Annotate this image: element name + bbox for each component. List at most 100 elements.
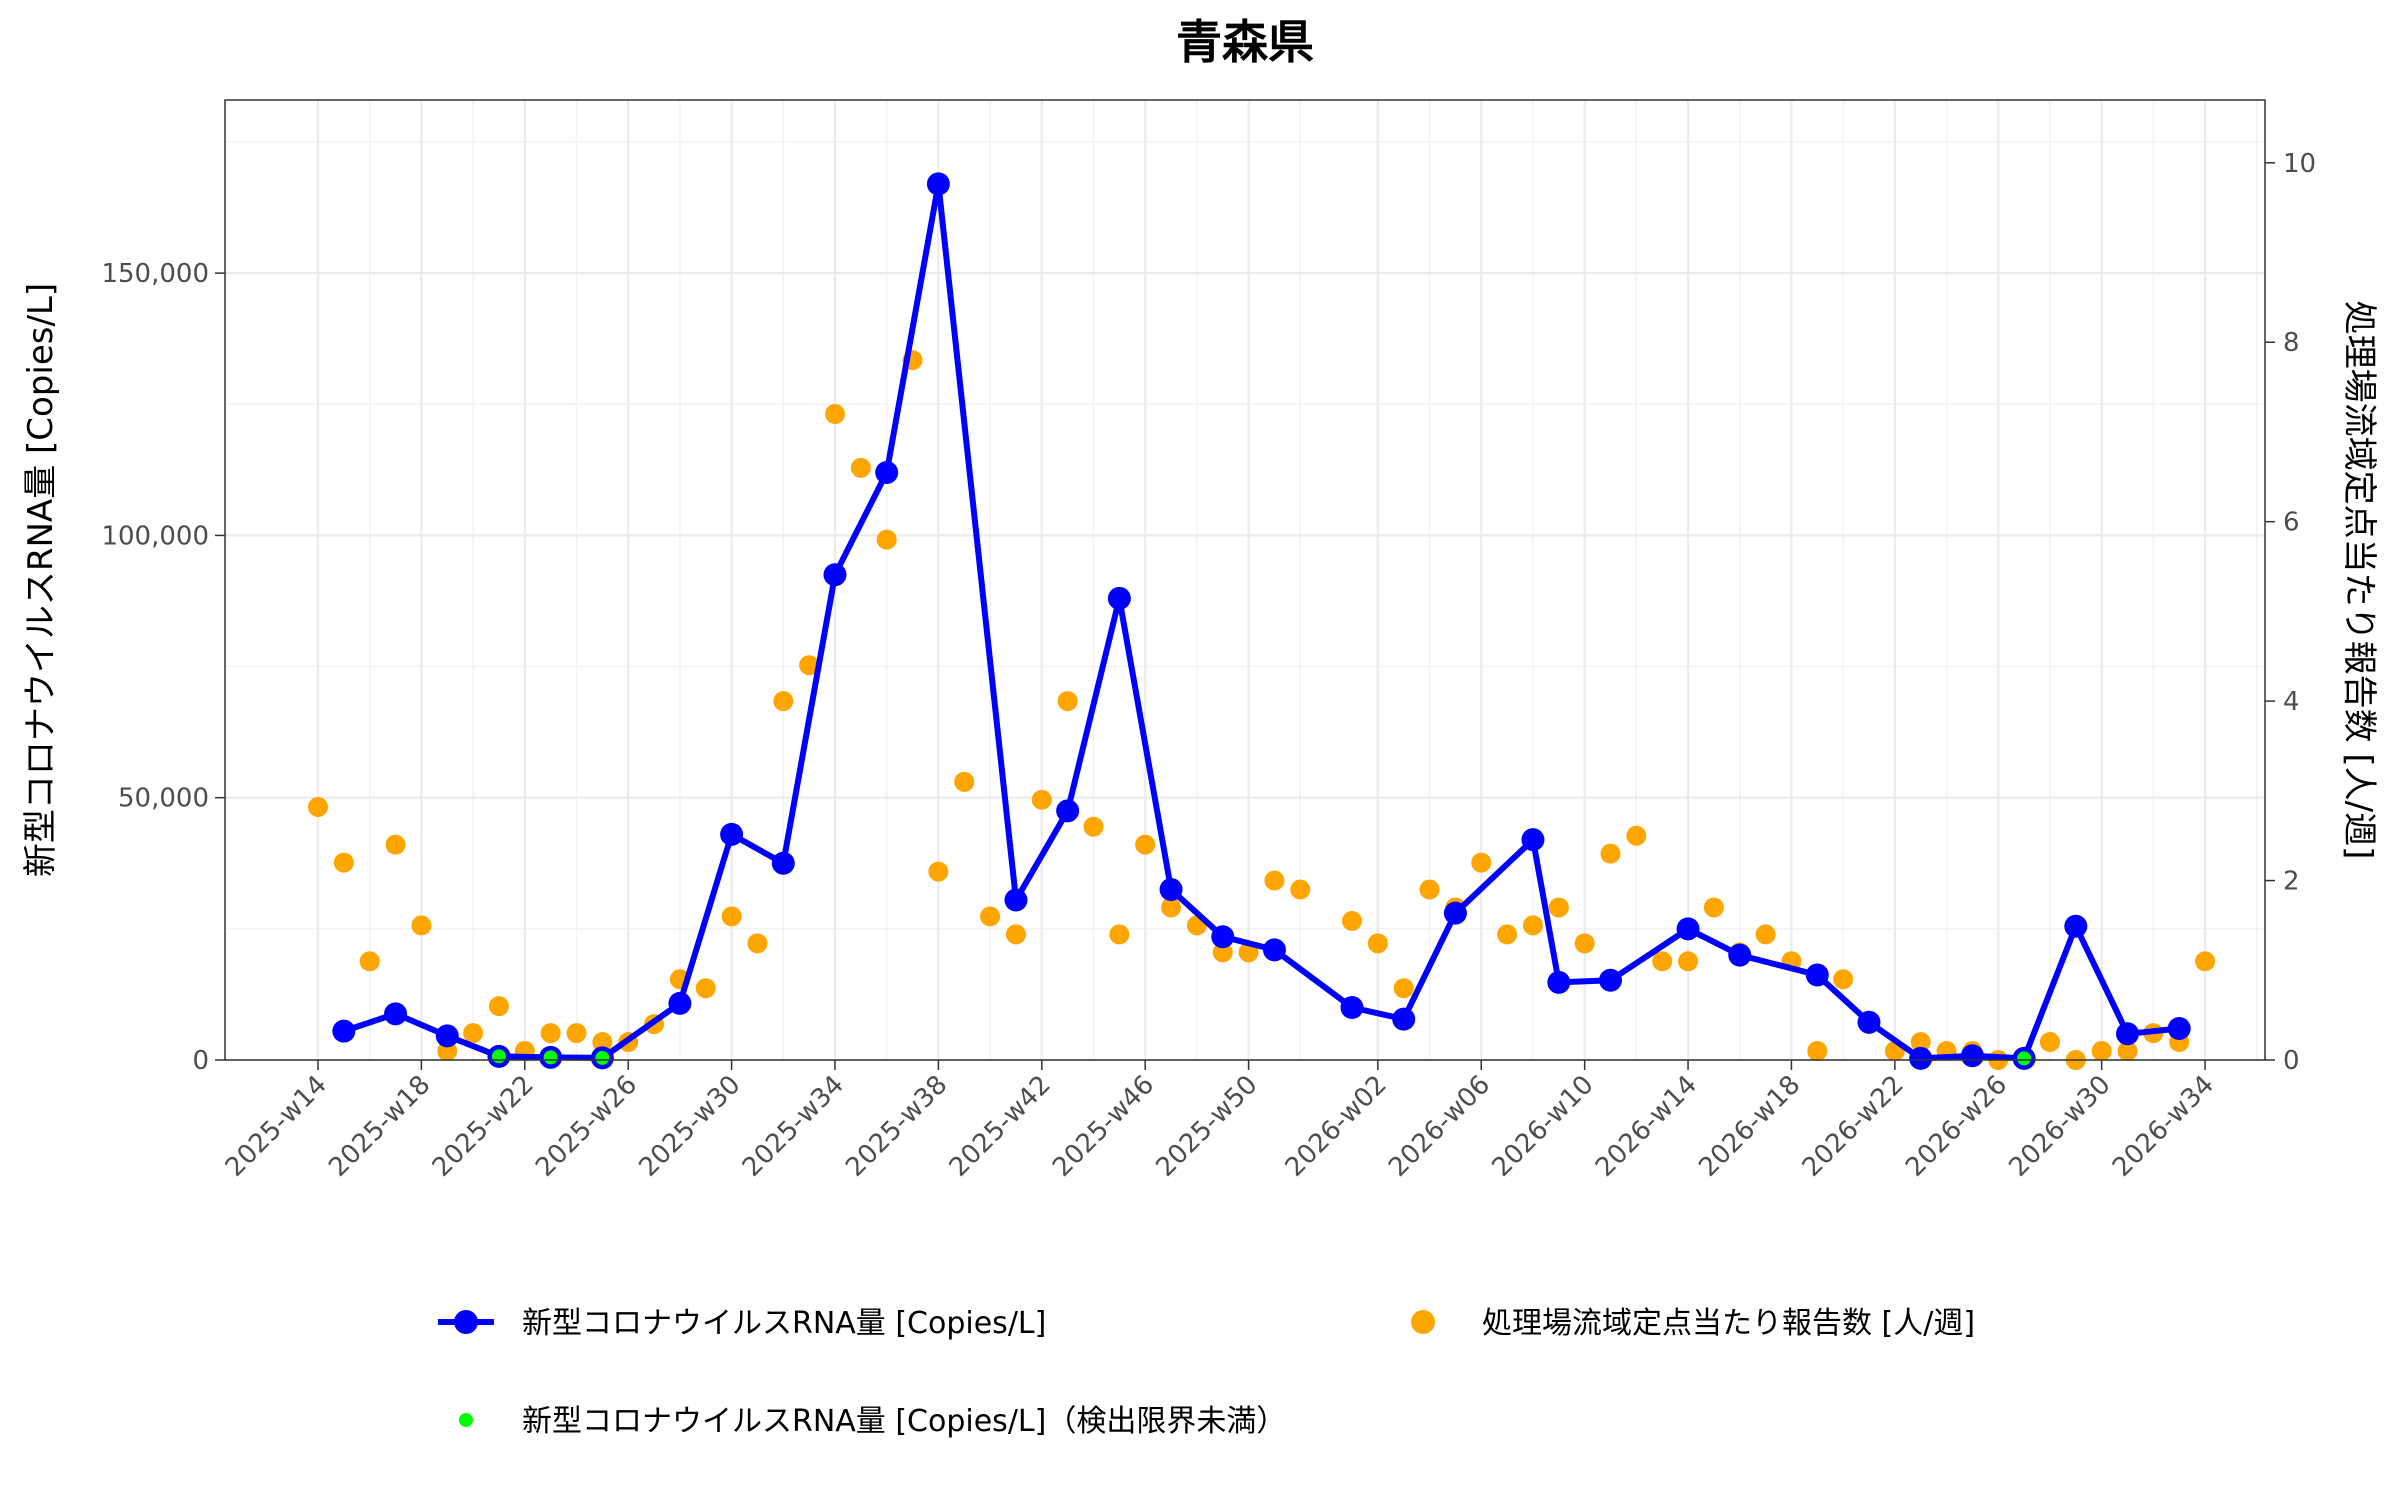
report-point	[1703, 897, 1724, 918]
rna-point	[720, 822, 744, 846]
report-point	[1264, 870, 1285, 891]
grid	[225, 100, 2265, 1062]
rna-point	[1443, 901, 1467, 925]
rna-point	[1004, 888, 1028, 912]
report-point	[1057, 691, 1078, 712]
report-point	[463, 1023, 484, 1044]
report-point	[1833, 969, 1854, 990]
rna-point	[2167, 1017, 2191, 1041]
report-point	[1652, 951, 1673, 972]
report-point	[1574, 933, 1595, 954]
report-point	[1161, 897, 1182, 918]
below-limit-point	[2017, 1051, 2032, 1066]
y-tick-label-right: 0	[2283, 1046, 2300, 1076]
report-point	[308, 796, 328, 817]
report-point	[2091, 1041, 2112, 1062]
legend: 新型コロナウイルスRNA量 [Copies/L] 処理場流域定点当たり報告数 […	[438, 1306, 1975, 1439]
y-axis-title-left: 新型コロナウイルスRNA量 [Copies/L]	[21, 283, 61, 877]
report-point	[1419, 879, 1440, 900]
rna-point	[1960, 1044, 1984, 1068]
report-point	[1807, 1041, 1828, 1062]
report-point	[1083, 816, 1104, 837]
report-point	[385, 834, 406, 855]
series-layer	[308, 172, 2216, 1070]
rna-point	[1805, 963, 1829, 987]
report-point	[333, 852, 354, 873]
report-point	[1910, 1032, 1931, 1053]
rna-point	[875, 460, 899, 484]
report-point	[799, 655, 820, 676]
report-point	[1755, 924, 1776, 945]
rna-point	[1521, 828, 1545, 852]
rna-point	[2064, 914, 2088, 938]
rna-line	[342, 180, 2180, 1062]
legend-marker-below-limit	[459, 1413, 473, 1427]
rna-point	[1107, 586, 1131, 610]
y-axis-title-right: 処理場流域定点当たり報告数 [人/週]	[2339, 301, 2379, 860]
rna-point	[1728, 943, 1752, 967]
report-point	[695, 978, 716, 999]
rna-point	[1676, 917, 1700, 941]
rna-point	[1211, 925, 1235, 949]
rna-point	[1909, 1046, 1933, 1070]
report-point	[980, 906, 1001, 927]
y-tick-label-right: 6	[2283, 508, 2300, 538]
legend-marker-rna	[454, 1310, 478, 1334]
rna-point	[1056, 799, 1080, 823]
rna-point	[1599, 968, 1622, 992]
report-point	[1600, 843, 1621, 864]
legend-item-reports: 処理場流域定点当たり報告数 [人/週]	[1411, 1306, 1975, 1341]
report-point	[411, 915, 432, 936]
rna-point	[823, 563, 847, 587]
report-point	[1005, 924, 1026, 945]
report-point	[2195, 951, 2216, 972]
chart-title: 青森県	[1176, 15, 1314, 69]
plot-border	[224, 99, 2266, 1061]
y-tick-label-left: 0	[192, 1046, 209, 1076]
report-point	[954, 771, 975, 792]
report-point	[1212, 942, 1233, 963]
report-point	[721, 906, 742, 927]
rna-point	[1159, 878, 1183, 902]
y-tick-label-left: 150,000	[101, 259, 209, 289]
below-limit-point	[491, 1049, 506, 1064]
report-point	[1497, 924, 1518, 945]
report-point	[1135, 834, 1156, 855]
report-point	[747, 933, 768, 954]
rna-point	[926, 172, 950, 196]
report-point	[592, 1032, 613, 1053]
rna-point	[332, 1019, 356, 1043]
y-tick-label-right: 8	[2283, 328, 2300, 358]
report-point	[1367, 933, 1388, 954]
report-point	[1109, 924, 1130, 945]
y-tick-label-right: 2	[2283, 867, 2300, 897]
report-point	[928, 861, 949, 882]
rna-point	[2116, 1022, 2139, 1046]
legend-item-rna: 新型コロナウイルスRNA量 [Copies/L]	[438, 1306, 1046, 1341]
y-tick-label-right: 4	[2283, 687, 2300, 717]
report-point	[1342, 910, 1362, 931]
rna-point	[1262, 938, 1286, 962]
report-point	[1471, 852, 1492, 873]
report-point	[1678, 951, 1699, 972]
legend-label-rna: 新型コロナウイルスRNA量 [Copies/L]	[522, 1306, 1046, 1341]
report-point	[1290, 879, 1311, 900]
y-tick-label-left: 100,000	[101, 521, 209, 551]
rna-point	[384, 1002, 408, 1026]
report-point	[876, 529, 897, 550]
report-point	[488, 996, 509, 1017]
report-point	[359, 951, 380, 972]
report-point	[1626, 825, 1647, 846]
below-limit-point	[595, 1050, 610, 1065]
report-point	[1031, 789, 1052, 810]
y-tick-label-right: 10	[2283, 149, 2316, 179]
report-point	[1548, 897, 1569, 918]
report-point	[773, 691, 794, 712]
legend-item-below-limit: 新型コロナウイルスRNA量 [Copies/L]（検出限界未満）	[459, 1404, 1286, 1439]
legend-label-reports: 処理場流域定点当たり報告数 [人/週]	[1482, 1306, 1975, 1341]
report-point	[850, 457, 871, 478]
rna-point	[1392, 1007, 1416, 1031]
report-point	[566, 1023, 587, 1044]
